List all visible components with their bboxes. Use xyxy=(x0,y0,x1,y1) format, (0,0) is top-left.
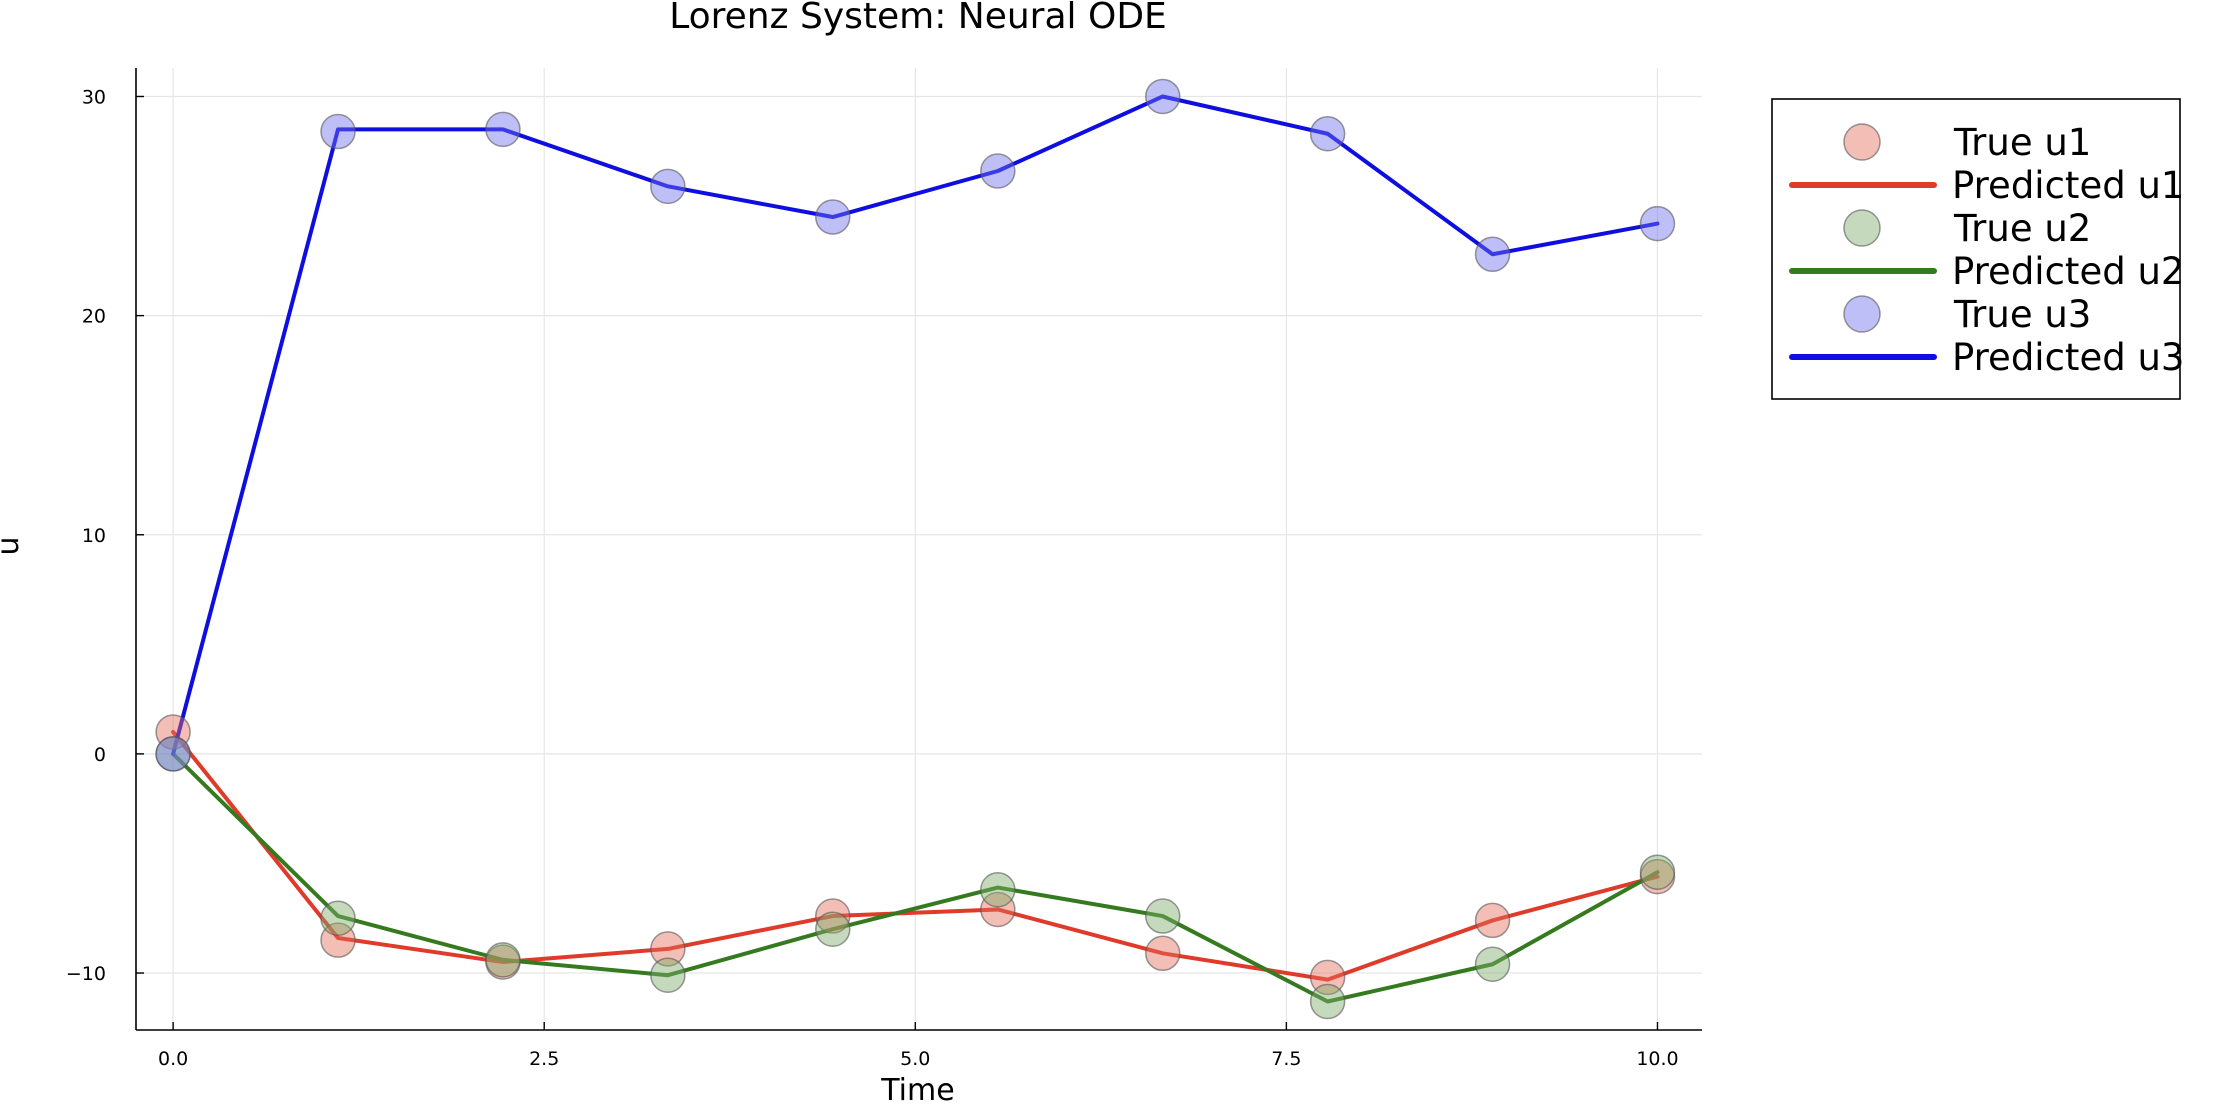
data-point-true-u1 xyxy=(815,898,851,934)
legend-label-predicted-u1: Predicted u1 xyxy=(1952,164,2184,207)
series-line-predicted-u3 xyxy=(171,94,1660,756)
legend-label-predicted-u2: Predicted u2 xyxy=(1952,250,2184,293)
legend-marker-true-u1 xyxy=(1843,123,1881,161)
grid xyxy=(136,68,1702,1030)
data-point-true-u2 xyxy=(1474,946,1511,983)
data-point-true-u1 xyxy=(1474,902,1511,939)
x-tick-label: 5.0 xyxy=(900,1048,930,1070)
data-point-true-u3 xyxy=(650,168,686,205)
y-axis-title: u xyxy=(0,536,26,555)
legend-label-predicted-u3: Predicted u3 xyxy=(1952,336,2184,379)
data-point-true-u3 xyxy=(1639,205,1676,242)
data-point-true-u3 xyxy=(1144,78,1181,115)
data-point-true-u1 xyxy=(320,922,356,958)
chart-title: Lorenz System: Neural ODE xyxy=(669,0,1167,37)
data-point-true-u2 xyxy=(815,911,851,947)
data-point-true-u2 xyxy=(1144,898,1181,934)
x-tick-label: 2.5 xyxy=(529,1048,559,1070)
data-point-true-u3 xyxy=(1309,115,1346,152)
x-axis-title: Time xyxy=(880,1073,954,1106)
data-point-true-u3 xyxy=(815,199,851,235)
data-point-true-u2 xyxy=(980,872,1016,908)
data-point-true-u3 xyxy=(320,113,356,150)
legend-marker-true-u2 xyxy=(1843,209,1881,247)
y-tick-label: 0 xyxy=(94,744,106,766)
legend-label-true-u1: True u1 xyxy=(1953,121,2091,164)
x-tick-label: 0.0 xyxy=(158,1048,188,1070)
data-point-true-u3 xyxy=(1474,236,1511,273)
data-point-true-u3 xyxy=(980,153,1016,189)
series-line-predicted-u2 xyxy=(171,751,1660,1004)
data-point-true-u3 xyxy=(485,111,521,148)
legend-label-true-u2: True u2 xyxy=(1953,207,2091,250)
y-tick-label: 10 xyxy=(82,525,106,547)
plot-area xyxy=(155,78,1676,1020)
x-tick-label: 7.5 xyxy=(1271,1048,1301,1070)
data-point-true-u1 xyxy=(980,891,1016,928)
y-tick-label: 20 xyxy=(82,306,106,328)
legend-box xyxy=(1771,98,2181,400)
series-line-predicted-u1 xyxy=(171,729,1660,982)
data-point-true-u1 xyxy=(155,714,191,750)
data-point-true-u2 xyxy=(650,957,686,993)
data-point-true-u3 xyxy=(155,736,191,772)
data-point-true-u1 xyxy=(1144,935,1181,972)
data-point-true-u2 xyxy=(1309,983,1346,1020)
data-point-true-u1 xyxy=(650,931,686,967)
y-tick-label: 30 xyxy=(82,86,106,108)
y-tick-label: −10 xyxy=(66,963,106,985)
data-point-true-u2 xyxy=(320,900,356,936)
axes: 0.0 2.5 5.0 7.5 10.0 −10 0 10 20 30 xyxy=(66,68,1702,1070)
x-tick-label: 10.0 xyxy=(1636,1048,1678,1070)
legend-marker-true-u3 xyxy=(1843,295,1881,333)
data-point-true-u1 xyxy=(1309,959,1346,996)
legend-label-true-u3: True u3 xyxy=(1953,293,2091,336)
data-point-true-u2 xyxy=(1639,854,1676,890)
data-point-true-u2 xyxy=(485,942,521,978)
